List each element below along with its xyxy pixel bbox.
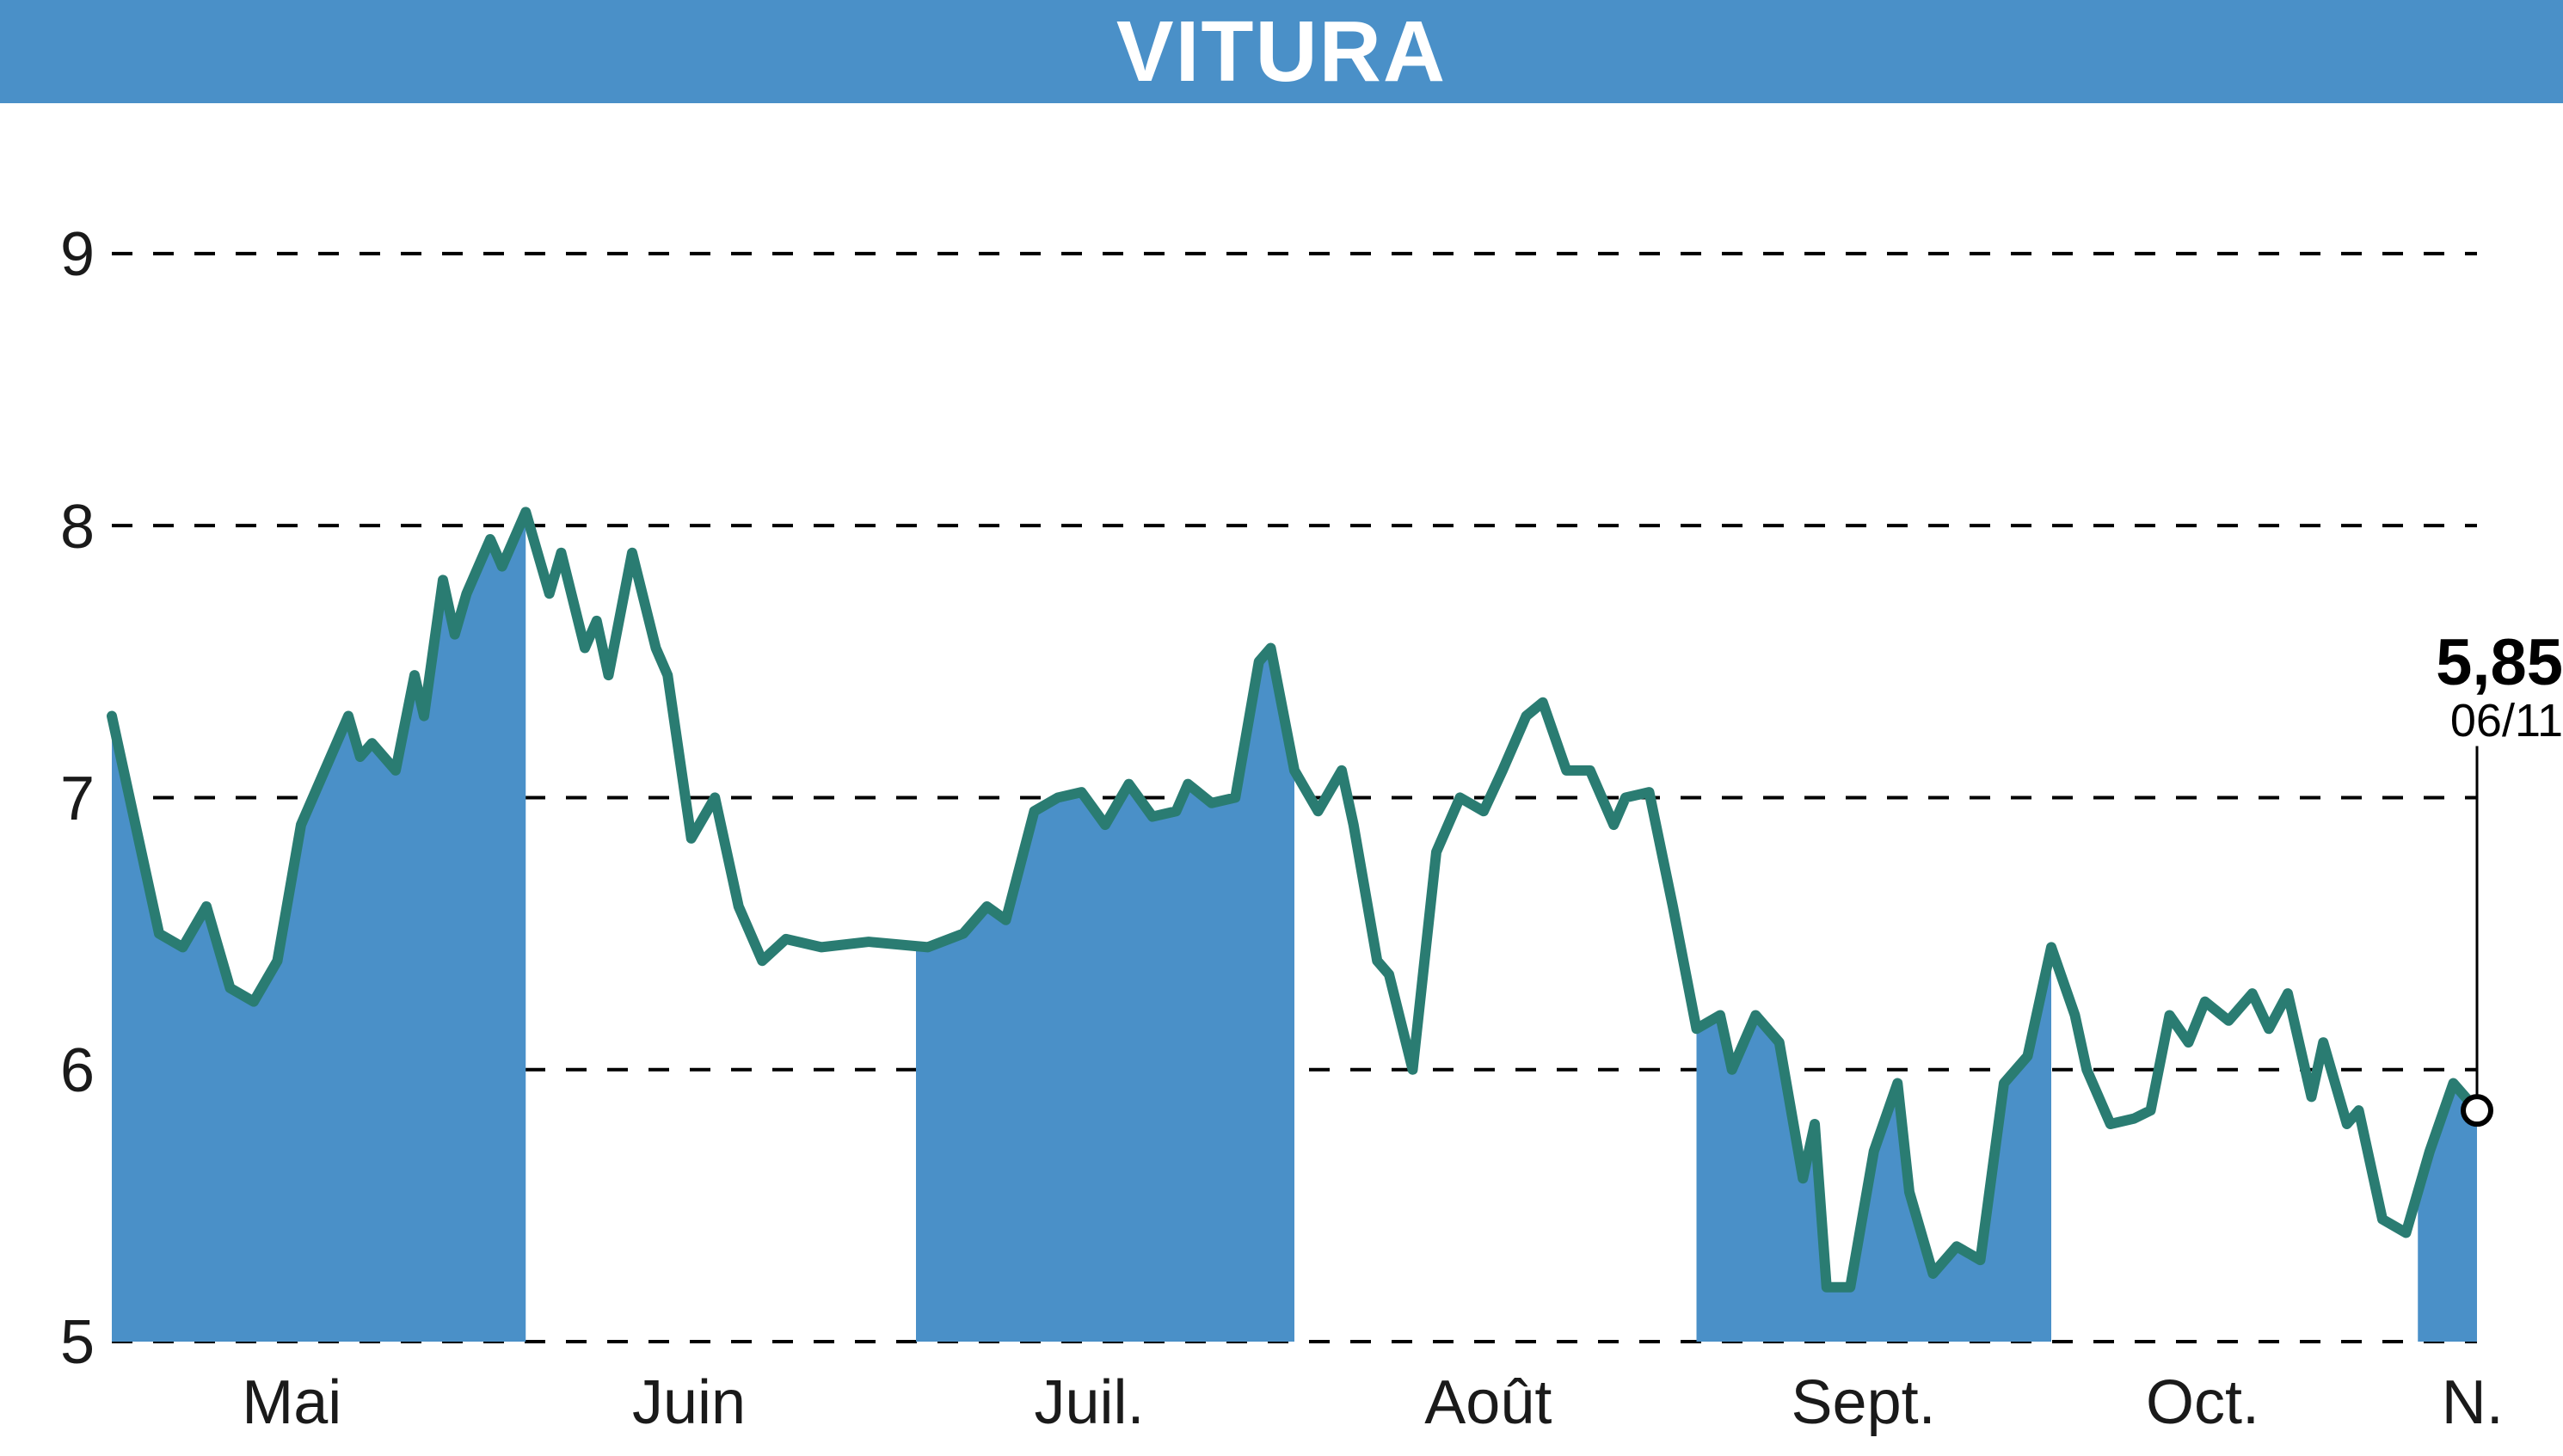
y-tick-label: 8: [0, 492, 95, 562]
chart-container: VITURA 56789 MaiJuinJuil.AoûtSept.Oct.N.…: [0, 0, 2563, 1456]
last-date-label: 06/11: [2305, 694, 2563, 747]
y-tick-label: 5: [0, 1307, 95, 1378]
y-tick-label: 7: [0, 764, 95, 834]
x-tick-label: Sept.: [1792, 1367, 1936, 1438]
last-point-marker: [2463, 1097, 2491, 1124]
last-value-label: 5,85: [2305, 625, 2563, 700]
x-tick-label: Juin: [632, 1367, 746, 1438]
y-tick-label: 9: [0, 219, 95, 290]
x-tick-label: Août: [1424, 1367, 1552, 1438]
chart-svg: [0, 0, 2563, 1456]
fill-band: [112, 512, 526, 1342]
x-tick-label: N.: [2442, 1367, 2504, 1438]
x-tick-label: Juil.: [1035, 1367, 1145, 1438]
fill-band: [916, 648, 1294, 1342]
x-tick-label: Mai: [242, 1367, 341, 1438]
x-tick-label: Oct.: [2146, 1367, 2259, 1438]
y-tick-label: 6: [0, 1035, 95, 1106]
